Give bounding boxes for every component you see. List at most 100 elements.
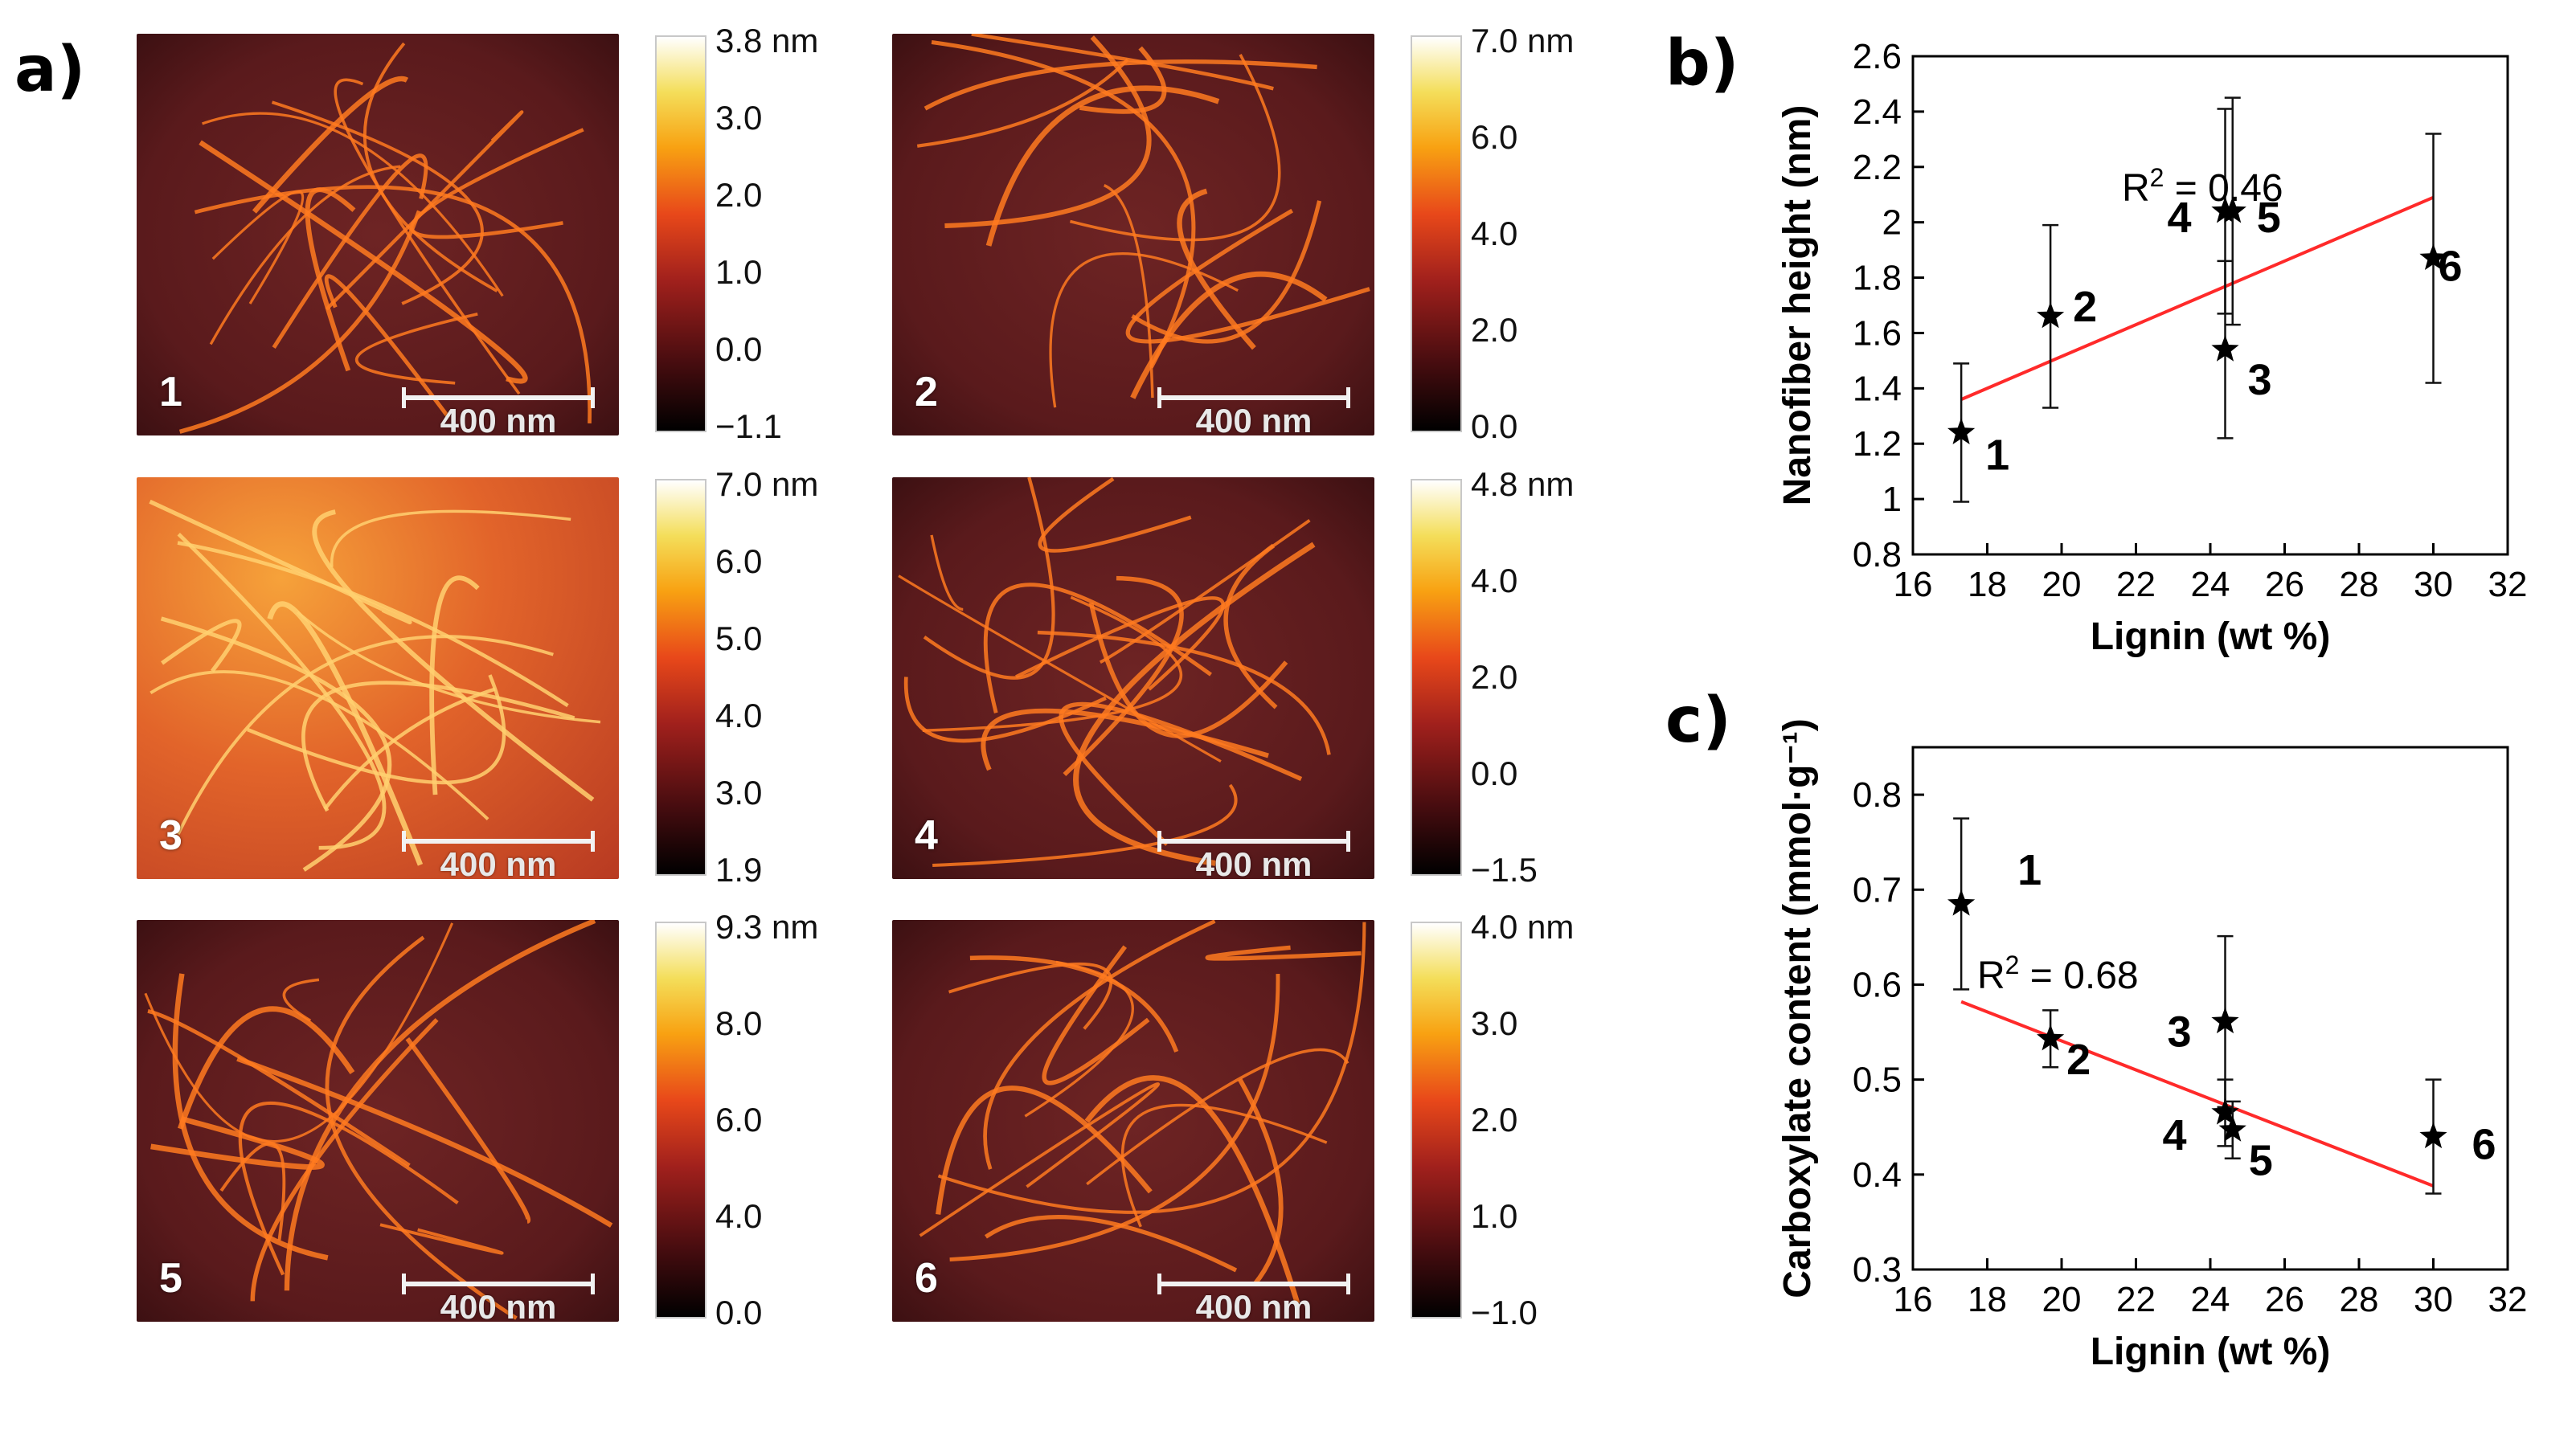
colorbar-tick: 3.0 — [1471, 1004, 1518, 1042]
afm-nanofiber — [1238, 1077, 1284, 1286]
colorbar-tick: −1.5 — [1471, 851, 1538, 889]
data-point-2 — [2037, 301, 2065, 329]
afm-nanofiber — [194, 185, 592, 424]
colorbar-tick: 7.0 nm — [1471, 22, 1575, 59]
point-label-6: 6 — [2472, 1121, 2496, 1169]
colorbar-tick: 0.0 — [715, 330, 763, 368]
x-tick-label: 30 — [2414, 1280, 2453, 1319]
afm-nanofiber — [325, 110, 524, 311]
afm-nanofiber — [429, 575, 480, 795]
afm-nanofiber — [983, 583, 1212, 713]
afm-nanofiber — [330, 509, 571, 567]
colorbar-6 — [1411, 922, 1462, 1319]
afm-nanofiber — [324, 274, 451, 419]
colorbar-tick: 1.9 — [715, 851, 763, 889]
afm-nanofiber — [301, 681, 575, 812]
afm-nanofiber — [932, 783, 1238, 867]
colorbar-tick: 4.0 — [715, 1197, 763, 1235]
afm-nanofiber — [1073, 542, 1316, 866]
afm-nanofiber — [177, 541, 569, 708]
scale-bar-label: 400 nm — [1195, 1288, 1313, 1322]
afm-nanofiber — [1084, 1075, 1300, 1304]
data-point-5 — [2218, 1115, 2246, 1142]
afm-nanofiber — [149, 670, 489, 820]
point-label-1: 1 — [2017, 846, 2042, 894]
afm-fiber-texture — [149, 499, 601, 872]
y-axis-label: Carboxylate content (mmol·g⁻¹) — [1776, 718, 1819, 1298]
afm-nanofiber — [160, 616, 392, 872]
point-label-4: 4 — [2168, 194, 2192, 242]
point-label-2: 2 — [2066, 1036, 2091, 1084]
afm-nanofiber — [252, 76, 409, 214]
afm-nanofiber — [1131, 200, 1322, 344]
afm-nanofiber — [250, 1018, 439, 1302]
x-tick-label: 32 — [2488, 565, 2528, 604]
afm-nanofiber — [985, 85, 1220, 247]
colorbar-tick: 4.0 — [715, 697, 763, 734]
afm-nanofiber — [1063, 575, 1184, 776]
afm-nanofiber — [405, 1037, 530, 1224]
y-tick-label: 0.4 — [1853, 1155, 1902, 1195]
afm-nanofiber — [1086, 1048, 1349, 1186]
x-tick-label: 24 — [2191, 565, 2230, 604]
colorbar-tick: 8.0 — [715, 1004, 763, 1042]
y-tick-label: 1.8 — [1853, 259, 1902, 298]
afm-nanofiber — [1130, 271, 1328, 399]
afm-image-4: 4 400 nm — [892, 477, 1374, 879]
scale-bar-label: 400 nm — [440, 845, 557, 879]
afm-nanofiber — [325, 935, 518, 1320]
x-axis-label: Lignin (wt %) — [2091, 615, 2331, 658]
colorbar-tick: 4.0 nm — [1471, 908, 1575, 946]
scale-bar — [1157, 387, 1350, 408]
afm-fiber-texture — [919, 920, 1366, 1304]
afm-nanofiber — [916, 58, 1129, 148]
afm-nanofiber — [1125, 208, 1370, 344]
y-tick-label: 0.8 — [1853, 535, 1902, 574]
plot-frame — [1911, 55, 2509, 556]
afm-image-3: 3 400 nm — [137, 477, 619, 879]
afm-nanofiber — [1223, 543, 1278, 709]
afm-fiber-texture — [144, 920, 613, 1320]
point-label-6: 6 — [2439, 242, 2463, 290]
afm-nanofiber — [1037, 630, 1331, 755]
y-tick-label: 1.2 — [1853, 424, 1902, 464]
colorbar-tick: 3.0 — [715, 99, 763, 137]
afm-nanofiber — [931, 40, 1196, 369]
afm-image-2: 2 400 nm — [892, 34, 1374, 435]
y-tick-label: 0.3 — [1853, 1250, 1902, 1290]
x-tick-label: 32 — [2488, 1280, 2528, 1319]
plot-frame — [1911, 746, 2509, 1271]
x-axis-label: Lignin (wt %) — [2091, 1331, 2331, 1373]
afm-nanofiber — [284, 920, 596, 1291]
afm-nanofiber — [984, 1214, 1238, 1273]
afm-nanofiber — [1079, 46, 1167, 114]
afm-nanofiber — [971, 34, 1274, 91]
y-tick-label: 2 — [1882, 203, 1902, 243]
point-label-4: 4 — [2163, 1111, 2187, 1159]
colorbar-tick: 6.0 — [1471, 118, 1518, 156]
data-point-2 — [2037, 1024, 2065, 1051]
afm-nanofiber — [923, 477, 1055, 680]
afm-nanofiber — [297, 611, 601, 724]
scale-bar — [402, 831, 595, 852]
x-tick-label: 18 — [1968, 565, 2007, 604]
colorbar-tick: 1.0 — [715, 253, 763, 291]
afm-nanofiber — [379, 1223, 504, 1255]
afm-fiber-texture — [178, 42, 592, 434]
afm-nanofiber — [334, 78, 521, 395]
afm-image-number: 3 — [159, 812, 182, 859]
point-label-5: 5 — [2257, 194, 2281, 242]
y-tick-label: 1.4 — [1853, 369, 1902, 408]
y-tick-label: 2.4 — [1853, 92, 1902, 132]
afm-nanofiber — [144, 922, 454, 1143]
colorbar-tick: 4.0 — [1471, 562, 1518, 599]
scale-bar — [402, 387, 595, 408]
colorbar-tick: 2.0 — [1471, 658, 1518, 696]
afm-nanofiber — [147, 1008, 411, 1167]
colorbar-tick: 3.0 — [715, 774, 763, 812]
afm-nanofiber — [949, 974, 1280, 1262]
x-tick-label: 26 — [2265, 1280, 2304, 1319]
y-tick-label: 0.6 — [1853, 965, 1902, 1004]
afm-image-number: 2 — [915, 369, 938, 415]
afm-nanofiber — [1015, 596, 1225, 691]
